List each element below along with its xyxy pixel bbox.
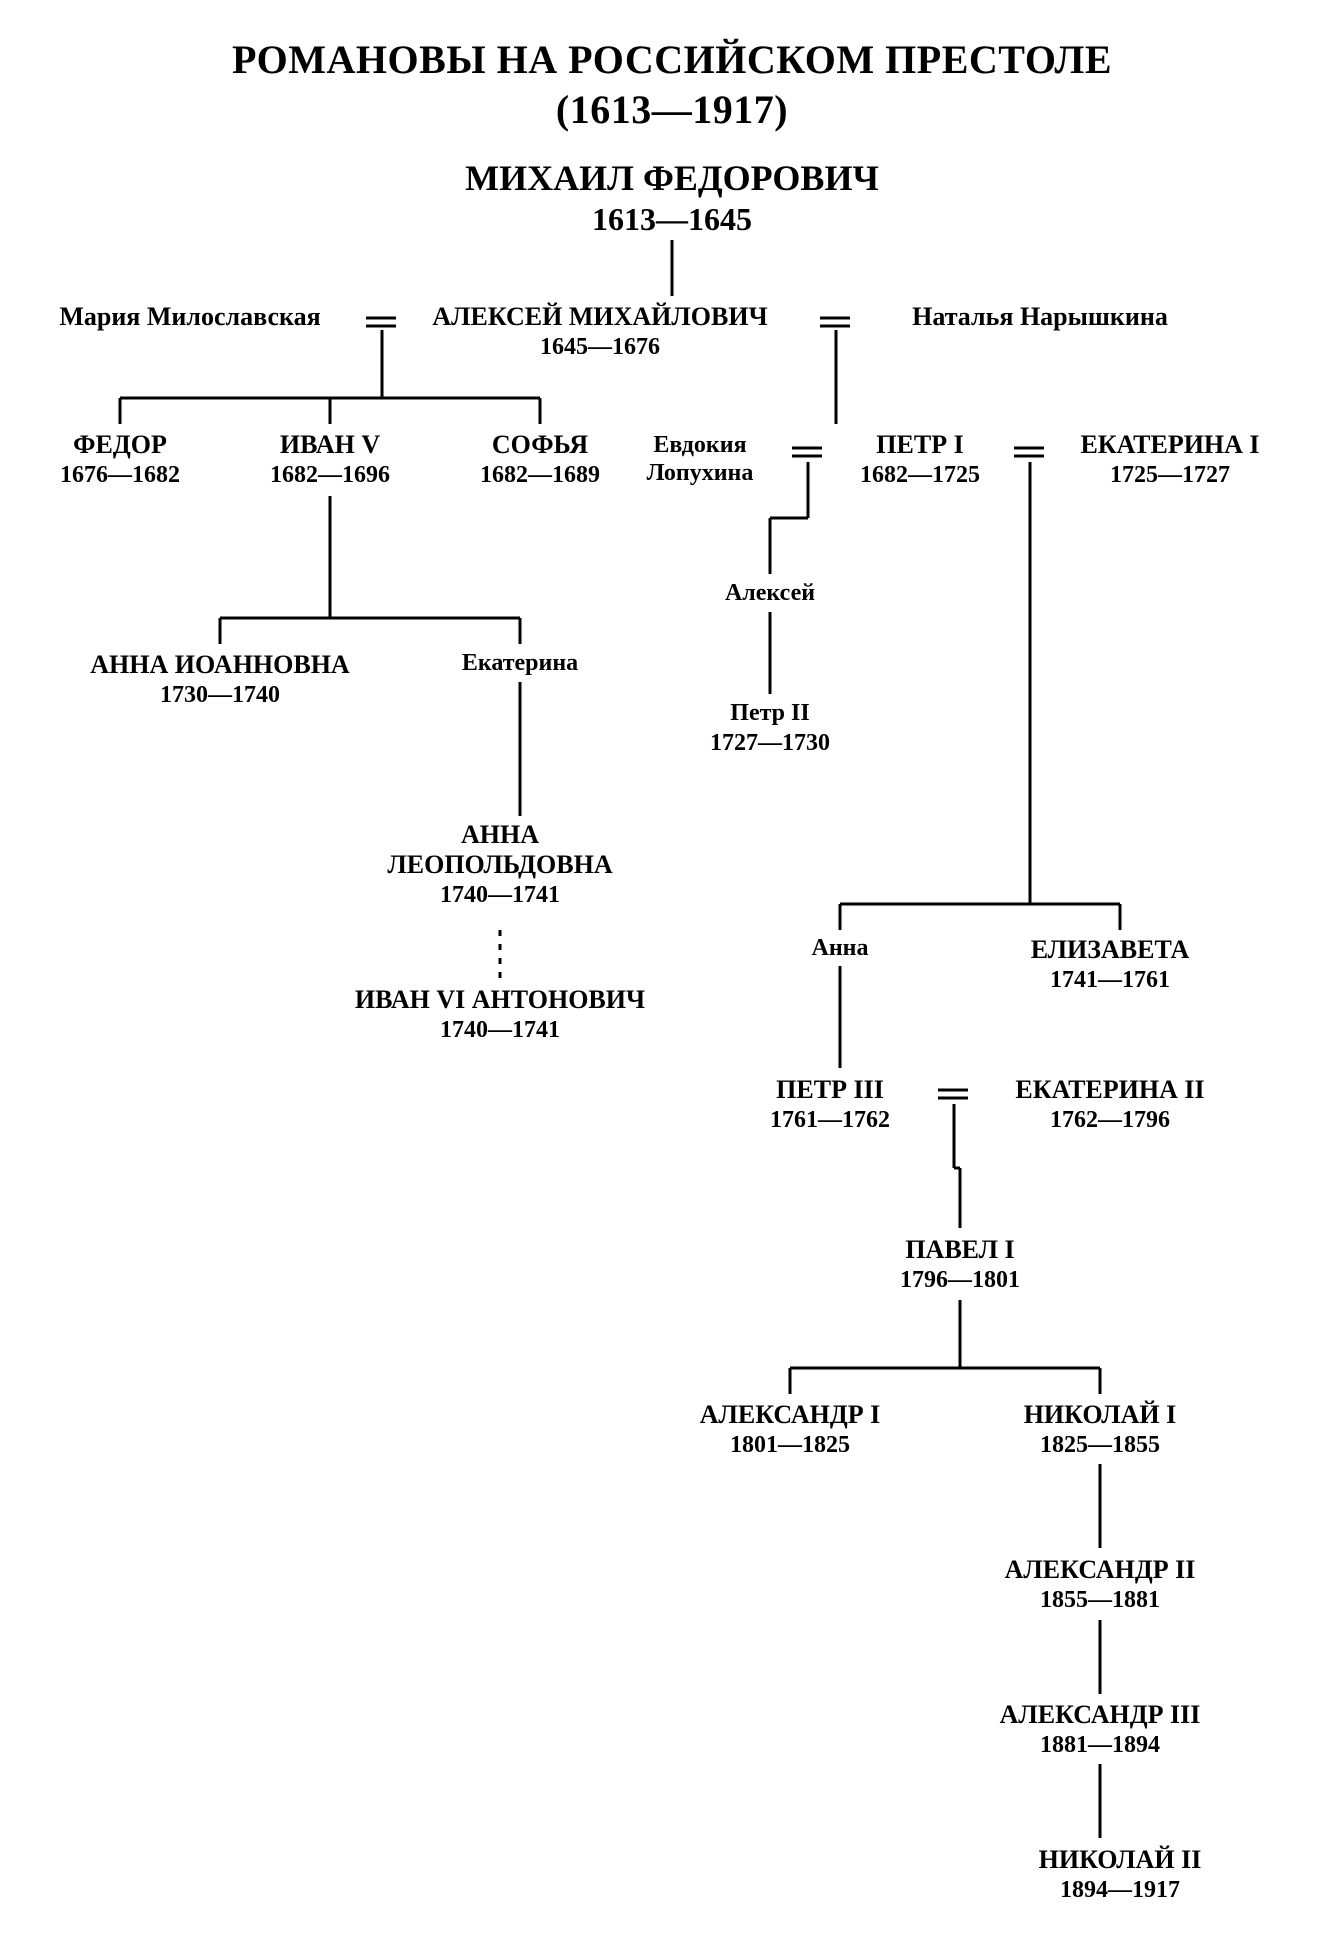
node-name: АЛЕКСЕЙ МИХАЙЛОВИЧ bbox=[380, 302, 820, 332]
node-name: ПЕТР I bbox=[830, 430, 1010, 460]
node-dates: 1725—1727 bbox=[1040, 462, 1300, 490]
node-dates: 1796—1801 bbox=[840, 1267, 1080, 1295]
node-subname: Лопухина bbox=[610, 460, 790, 488]
node-petr3: ПЕТР III1761—1762 bbox=[720, 1075, 940, 1134]
node-petr1: ПЕТР I1682—1725 bbox=[830, 430, 1010, 489]
node-nik1: НИКОЛАЙ I1825—1855 bbox=[970, 1400, 1230, 1459]
node-dates: 1825—1855 bbox=[970, 1432, 1230, 1460]
node-name: Алексей bbox=[680, 580, 860, 608]
node-fedor: ФЕДОР1676—1682 bbox=[20, 430, 220, 489]
node-dates: 1741—1761 bbox=[980, 967, 1240, 995]
node-ekaterina1: ЕКАТЕРИНА I1725—1727 bbox=[1040, 430, 1300, 489]
tree-edge bbox=[938, 1090, 968, 1098]
node-petr2: Петр II1727—1730 bbox=[670, 700, 870, 757]
node-dates: 1855—1881 bbox=[950, 1587, 1250, 1615]
node-name: АЛЕКСАНДР I bbox=[650, 1400, 930, 1430]
node-dates: 1730—1740 bbox=[40, 682, 400, 710]
node-name: ФЕДОР bbox=[20, 430, 220, 460]
tree-edge bbox=[792, 448, 822, 456]
node-name: НИКОЛАЙ I bbox=[970, 1400, 1230, 1430]
node-dates: 1676—1682 bbox=[20, 462, 220, 490]
node-nik2: НИКОЛАЙ II1894—1917 bbox=[990, 1845, 1250, 1904]
node-miloslavskaya: Мария Милославская bbox=[20, 302, 360, 332]
node-name: ПЕТР III bbox=[720, 1075, 940, 1105]
node-name: Петр II bbox=[670, 700, 870, 728]
node-dates: 1894—1917 bbox=[990, 1877, 1250, 1905]
node-pavel1: ПАВЕЛ I1796—1801 bbox=[840, 1235, 1080, 1294]
node-name: Евдокия bbox=[610, 432, 790, 460]
node-name: НИКОЛАЙ II bbox=[990, 1845, 1250, 1875]
node-name: МИХАИЛ ФЕДОРОВИЧ bbox=[372, 158, 972, 199]
node-dates: 1801—1825 bbox=[650, 1432, 930, 1460]
node-name: Наталья Нарышкина bbox=[850, 302, 1230, 332]
node-mikhail: МИХАИЛ ФЕДОРОВИЧ1613—1645 bbox=[372, 158, 972, 238]
node-alexey_mikh: АЛЕКСЕЙ МИХАЙЛОВИЧ1645—1676 bbox=[380, 302, 820, 361]
node-name: ЕКАТЕРИНА I bbox=[1040, 430, 1300, 460]
node-dates: 1761—1762 bbox=[720, 1107, 940, 1135]
node-dates: 1881—1894 bbox=[950, 1732, 1250, 1760]
node-name: ЕЛИЗАВЕТА bbox=[980, 935, 1240, 965]
node-ivan6: ИВАН VI АНТОНОВИЧ1740—1741 bbox=[300, 985, 700, 1044]
node-name: АННА ИОАННОВНА bbox=[40, 650, 400, 680]
node-anna_leop: АННАЛЕОПОЛЬДОВНА1740—1741 bbox=[340, 820, 660, 909]
node-name: АННА bbox=[340, 820, 660, 850]
node-name: ИВАН VI АНТОНОВИЧ bbox=[300, 985, 700, 1015]
node-alex1: АЛЕКСАНДР I1801—1825 bbox=[650, 1400, 930, 1459]
node-alex2: АЛЕКСАНДР II1855—1881 bbox=[950, 1555, 1250, 1614]
node-dates: 1613—1645 bbox=[372, 201, 972, 238]
node-elizaveta: ЕЛИЗАВЕТА1741—1761 bbox=[980, 935, 1240, 994]
node-ekaterina_iv: Екатерина bbox=[420, 650, 620, 678]
node-ekaterina2: ЕКАТЕРИНА II1762—1796 bbox=[970, 1075, 1250, 1134]
node-name: АЛЕКСАНДР II bbox=[950, 1555, 1250, 1585]
node-name: ПАВЕЛ I bbox=[840, 1235, 1080, 1265]
node-dates: 1740—1741 bbox=[300, 1017, 700, 1045]
node-alex3: АЛЕКСАНДР III1881—1894 bbox=[950, 1700, 1250, 1759]
node-name: ЕКАТЕРИНА II bbox=[970, 1075, 1250, 1105]
node-alexey_petr: Алексей bbox=[680, 580, 860, 608]
node-dates: 1727—1730 bbox=[670, 730, 870, 758]
node-dates: 1682—1725 bbox=[830, 462, 1010, 490]
node-name: Мария Милославская bbox=[20, 302, 360, 332]
node-anna_ioann: АННА ИОАННОВНА1730—1740 bbox=[40, 650, 400, 709]
node-dates: 1740—1741 bbox=[340, 882, 660, 910]
node-naryshkina: Наталья Нарышкина bbox=[850, 302, 1230, 332]
node-name: Анна bbox=[770, 935, 910, 963]
node-name: ИВАН V bbox=[230, 430, 430, 460]
node-anna_petr: Анна bbox=[770, 935, 910, 963]
node-ivan5: ИВАН V1682—1696 bbox=[230, 430, 430, 489]
node-name: АЛЕКСАНДР III bbox=[950, 1700, 1250, 1730]
node-subname: ЛЕОПОЛЬДОВНА bbox=[340, 850, 660, 880]
node-dates: 1682—1696 bbox=[230, 462, 430, 490]
node-name: Екатерина bbox=[420, 650, 620, 678]
node-dates: 1762—1796 bbox=[970, 1107, 1250, 1135]
node-evdokia: ЕвдокияЛопухина bbox=[610, 432, 790, 487]
tree-edge bbox=[820, 318, 850, 326]
node-dates: 1645—1676 bbox=[380, 334, 820, 362]
